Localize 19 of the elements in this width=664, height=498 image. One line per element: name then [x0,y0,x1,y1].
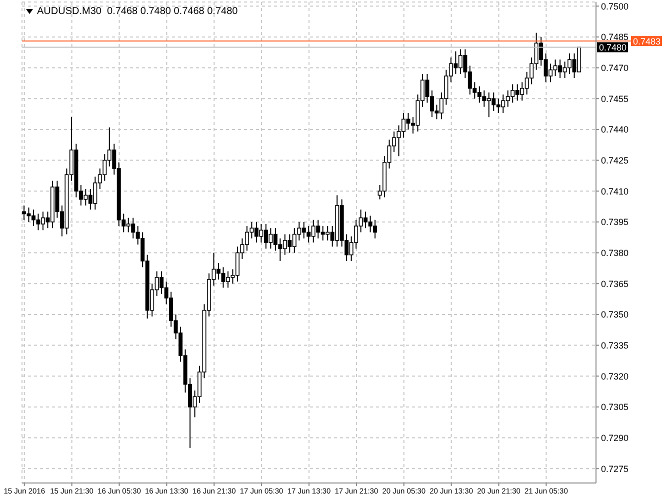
ref-line-label: 0.7483 [633,36,661,47]
y-tick-label: 0.7485 [601,32,629,42]
y-tick-label: 0.7350 [601,310,629,320]
y-tick-label: 0.7320 [601,371,629,382]
y-tick-label: 0.7470 [601,62,629,73]
y-tick-label: 0.7500 [601,1,629,12]
y-tick-label: 0.7410 [601,186,629,196]
ref-line-label: 0.7480 [599,42,627,53]
y-tick-label: 0.7395 [601,217,629,228]
y-tick-label: 0.7455 [601,94,629,104]
y-tick-label: 0.7365 [601,278,629,289]
chart-title: AUDUSD.M30 0.7468 0.7480 0.7468 0.7480 [37,6,238,17]
y-tick-label: 0.7305 [601,402,629,412]
y-tick-label: 0.7425 [601,155,629,166]
y-tick-label: 0.7380 [601,248,629,258]
y-tick-label: 0.7275 [601,464,629,474]
y-tick-label: 0.7335 [601,340,629,350]
y-tick-label: 0.7290 [601,432,629,443]
y-tick-label: 0.7440 [601,124,629,135]
